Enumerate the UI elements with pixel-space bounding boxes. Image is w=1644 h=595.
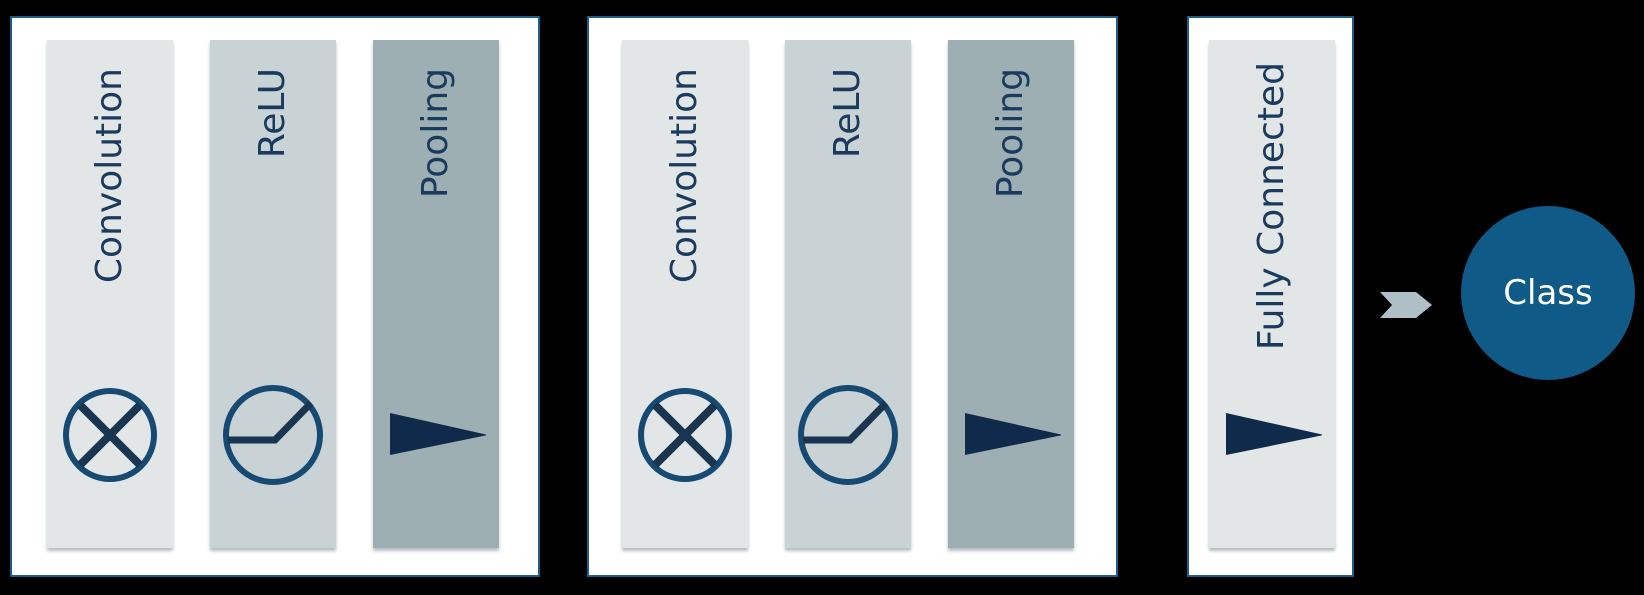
wedge-triangle-icon [965,413,1061,455]
stage-2-frame: Convolution ReLU Pooling [587,16,1118,577]
wedge-triangle-icon [390,413,486,455]
pooling-label: Pooling [415,68,456,199]
chevron-right-arrow-icon [1380,292,1432,318]
relu-layer: ReLU [210,40,336,548]
circled-x-icon [638,388,732,482]
convolution-layer: Convolution [47,40,173,548]
relu-curve-icon [223,385,323,485]
relu-label: ReLU [827,68,868,159]
convolution-label: Convolution [89,68,130,284]
relu-layer: ReLU [785,40,911,548]
fully-connected-frame: Fully Connected [1187,16,1354,577]
fully-connected-label: Fully Connected [1251,62,1292,351]
convolution-label: Convolution [664,68,705,284]
pooling-layer: Pooling [948,40,1074,548]
wedge-triangle-icon [1226,413,1322,455]
circled-x-icon [63,388,157,482]
relu-label: ReLU [252,68,293,159]
fully-connected-layer: Fully Connected [1209,40,1335,548]
convolution-layer: Convolution [622,40,748,548]
relu-curve-icon [798,385,898,485]
pooling-layer: Pooling [373,40,499,548]
stage-1-frame: Convolution ReLU Pooling [10,16,540,577]
class-label: Class [1503,273,1593,313]
class-output-node: Class [1461,206,1635,380]
pooling-label: Pooling [990,68,1031,199]
